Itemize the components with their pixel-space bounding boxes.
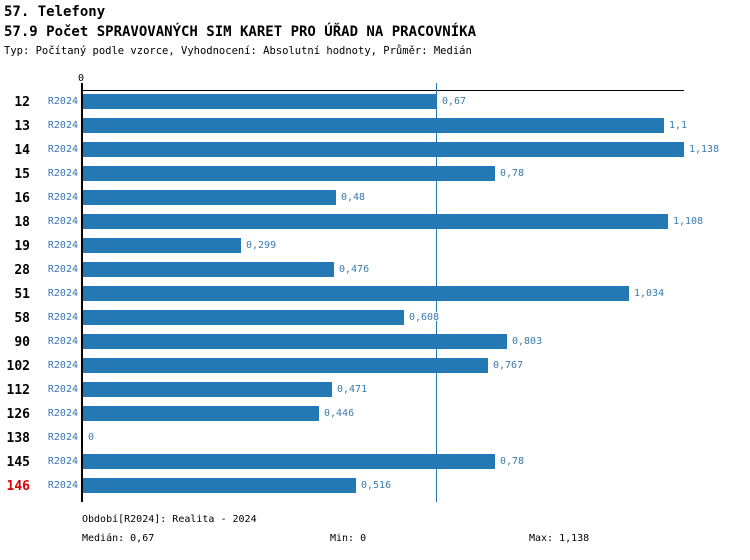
chart-subtitle: Typ: Počítaný podle vzorce, Vyhodnocení:… bbox=[4, 45, 472, 57]
value-label: 0,608 bbox=[409, 312, 440, 323]
value-bar bbox=[83, 214, 668, 229]
row-period-label: R2024 bbox=[47, 360, 78, 371]
chart-title: 57.9 Počet SPRAVOVANÝCH SIM KARET PRO ÚŘ… bbox=[4, 24, 477, 40]
value-bar bbox=[83, 166, 495, 181]
value-bar bbox=[83, 454, 495, 469]
footer-median-stat: Medián: 0,67 bbox=[82, 533, 155, 544]
value-label: 0,67 bbox=[442, 96, 467, 107]
value-bar bbox=[83, 262, 334, 277]
section-title: 57. Telefony bbox=[4, 4, 106, 20]
row-period-label: R2024 bbox=[47, 312, 78, 323]
row-id-label: 102 bbox=[6, 359, 30, 374]
value-label: 0,767 bbox=[493, 360, 524, 371]
row-id-label: 138 bbox=[6, 431, 30, 446]
footer-max-stat: Max: 1,138 bbox=[529, 533, 590, 544]
value-label: 0,78 bbox=[500, 168, 525, 179]
row-period-label: R2024 bbox=[47, 216, 78, 227]
row-period-label: R2024 bbox=[47, 432, 78, 443]
row-period-label: R2024 bbox=[47, 168, 78, 179]
value-bar bbox=[83, 478, 356, 493]
row-period-label: R2024 bbox=[47, 336, 78, 347]
row-id-label: 13 bbox=[14, 119, 30, 134]
row-id-label: 145 bbox=[6, 455, 30, 470]
value-label: 0,48 bbox=[341, 192, 366, 203]
value-label: 0,803 bbox=[512, 336, 543, 347]
row-period-label: R2024 bbox=[47, 144, 78, 155]
row-id-label: 90 bbox=[14, 335, 30, 350]
row-id-label: 14 bbox=[14, 143, 30, 158]
value-label: 0,471 bbox=[337, 384, 368, 395]
x-axis-origin-tick bbox=[81, 83, 83, 96]
row-id-label: 15 bbox=[14, 167, 30, 182]
x-axis-origin-label: 0 bbox=[78, 73, 85, 84]
row-id-label: 51 bbox=[14, 287, 30, 302]
value-bar bbox=[83, 382, 332, 397]
row-period-label: R2024 bbox=[47, 120, 78, 131]
row-period-label: R2024 bbox=[47, 384, 78, 395]
row-period-label: R2024 bbox=[47, 408, 78, 419]
row-id-label: 146 bbox=[6, 479, 30, 494]
value-bar bbox=[83, 286, 629, 301]
row-period-label: R2024 bbox=[47, 264, 78, 275]
row-period-label: R2024 bbox=[47, 288, 78, 299]
value-label: 1,1 bbox=[669, 120, 688, 131]
value-bar bbox=[83, 358, 488, 373]
row-period-label: R2024 bbox=[47, 480, 78, 491]
value-bar bbox=[83, 406, 319, 421]
value-label: 0,78 bbox=[500, 456, 525, 467]
value-label: 0 bbox=[88, 432, 95, 443]
value-label: 0,476 bbox=[339, 264, 370, 275]
value-label: 0,299 bbox=[246, 240, 277, 251]
row-id-label: 16 bbox=[14, 191, 30, 206]
value-bar bbox=[83, 190, 336, 205]
value-label: 0,446 bbox=[324, 408, 355, 419]
value-label: 1,108 bbox=[673, 216, 704, 227]
row-period-label: R2024 bbox=[47, 192, 78, 203]
y-axis-line bbox=[81, 90, 83, 502]
row-id-label: 126 bbox=[6, 407, 30, 422]
footer-min-stat: Min: 0 bbox=[330, 533, 367, 544]
row-id-label: 12 bbox=[14, 95, 30, 110]
x-axis-line bbox=[82, 90, 684, 91]
row-id-label: 18 bbox=[14, 215, 30, 230]
row-id-label: 19 bbox=[14, 239, 30, 254]
value-bar bbox=[83, 310, 404, 325]
value-label: 1,138 bbox=[689, 144, 720, 155]
value-bar bbox=[83, 118, 664, 133]
row-period-label: R2024 bbox=[47, 456, 78, 467]
row-id-label: 28 bbox=[14, 263, 30, 278]
value-bar bbox=[83, 238, 241, 253]
value-label: 0,516 bbox=[361, 480, 392, 491]
footer-period-info: Období[R2024]: Realita - 2024 bbox=[82, 514, 257, 525]
value-bar bbox=[83, 94, 437, 109]
value-bar bbox=[83, 334, 507, 349]
row-id-label: 58 bbox=[14, 311, 30, 326]
row-id-label: 112 bbox=[6, 383, 30, 398]
value-bar bbox=[83, 142, 684, 157]
row-period-label: R2024 bbox=[47, 96, 78, 107]
value-label: 1,034 bbox=[634, 288, 665, 299]
row-period-label: R2024 bbox=[47, 240, 78, 251]
